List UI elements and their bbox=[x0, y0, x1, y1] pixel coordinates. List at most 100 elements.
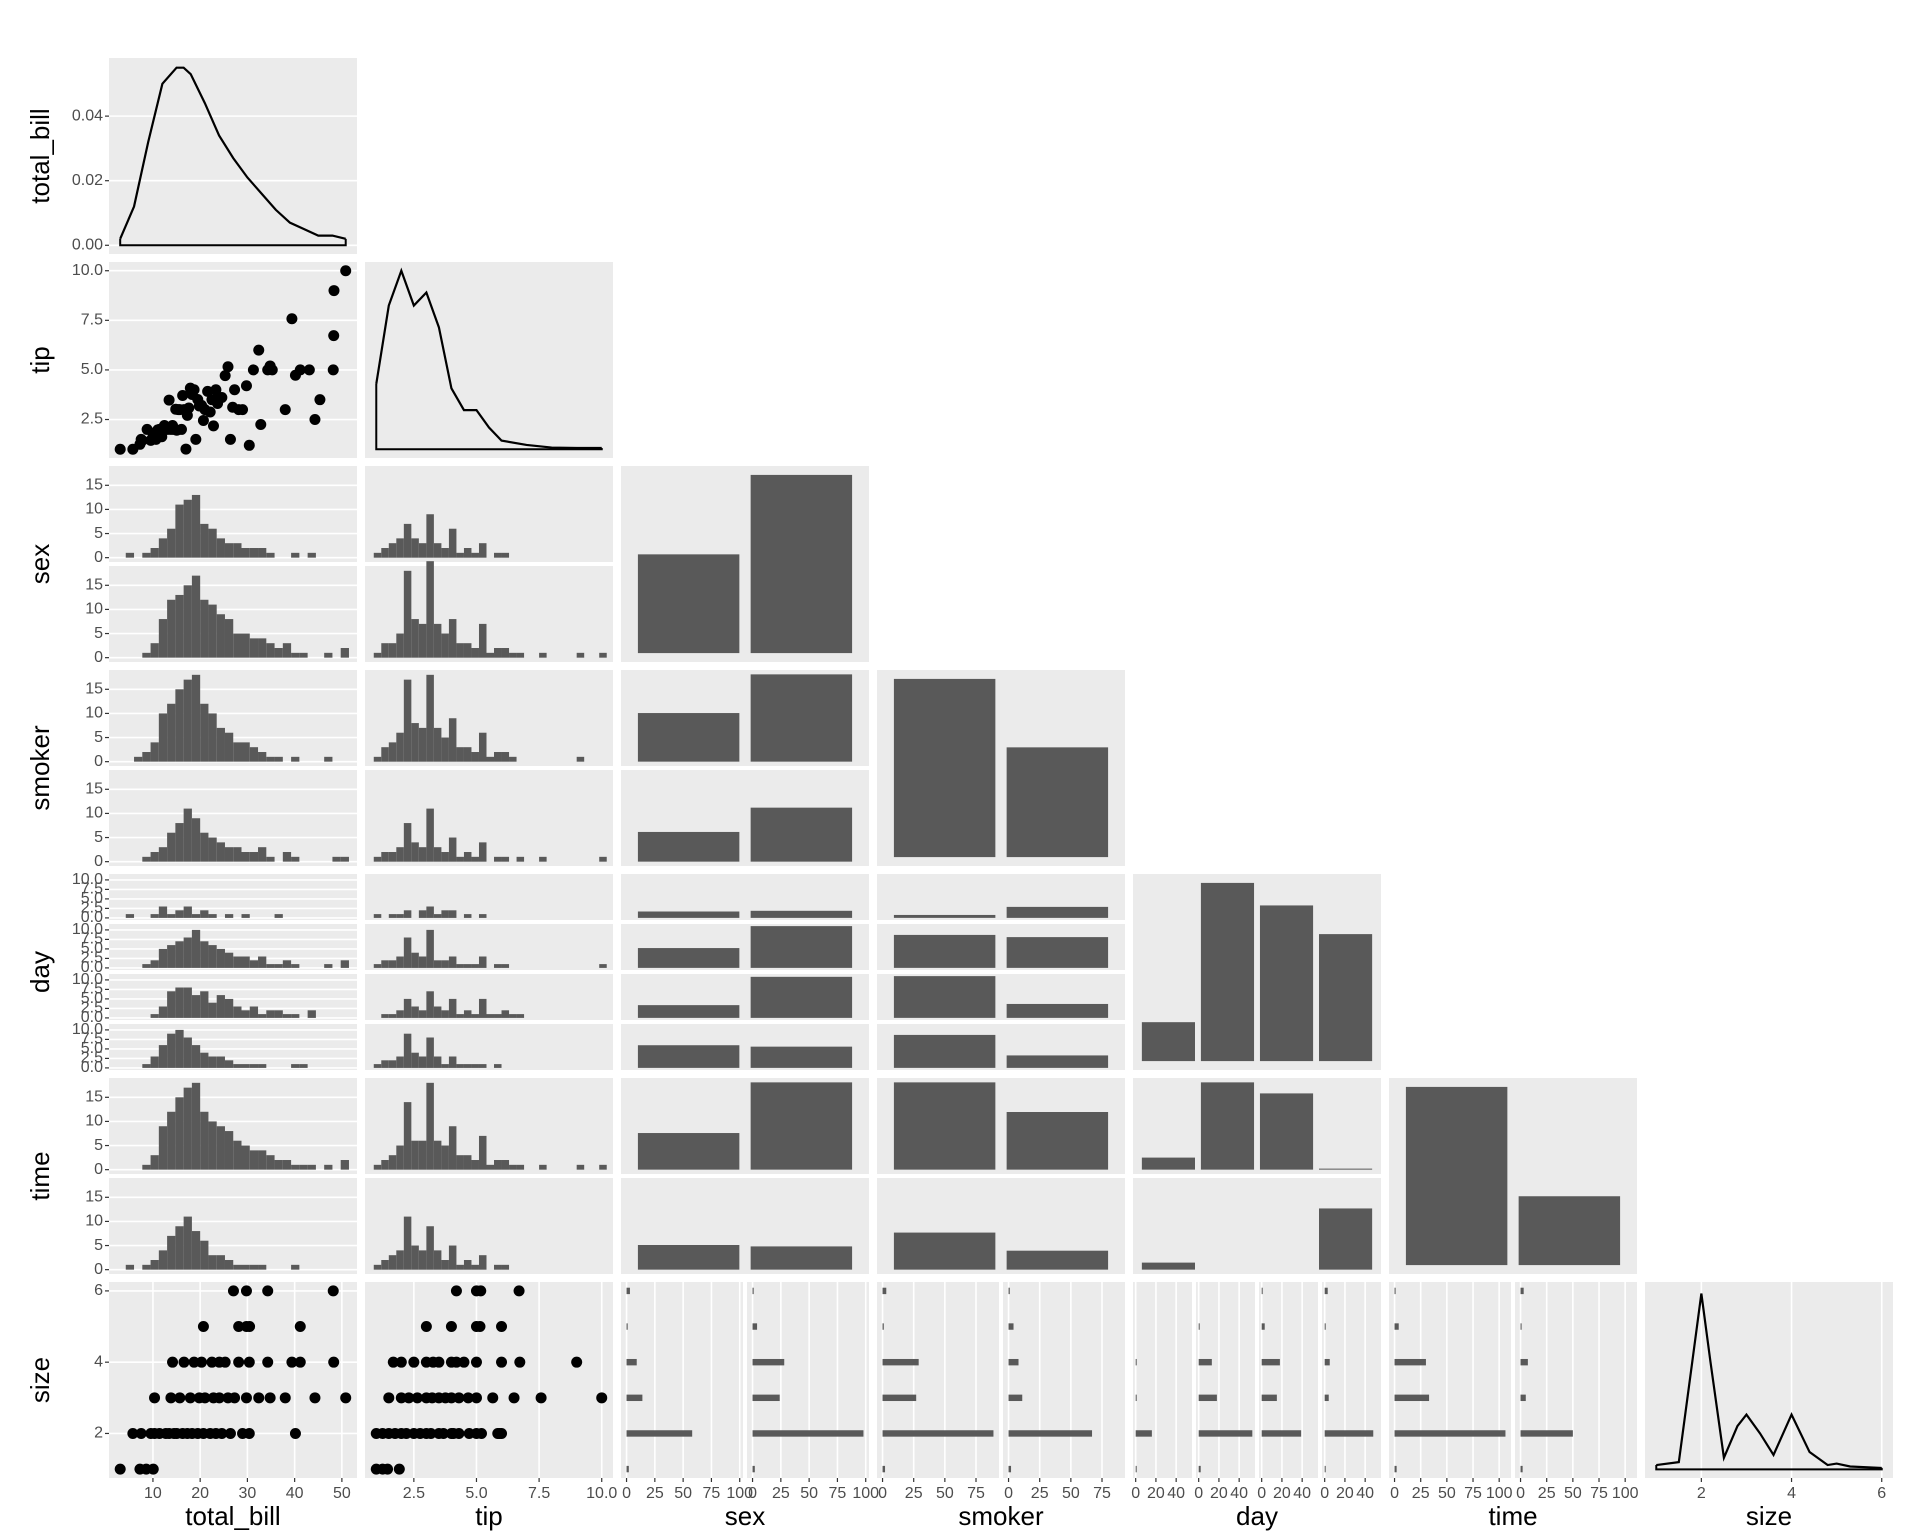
histogram-bar bbox=[373, 856, 382, 862]
x-tick-label: 100 bbox=[1612, 1485, 1639, 1502]
histogram-bar bbox=[501, 1010, 510, 1018]
histogram-bar bbox=[471, 1014, 479, 1018]
bar bbox=[893, 914, 996, 918]
histogram-bar bbox=[426, 1226, 434, 1270]
bar bbox=[750, 1046, 853, 1068]
point bbox=[167, 1356, 179, 1368]
histogram-bar bbox=[396, 633, 404, 658]
point bbox=[188, 384, 200, 396]
histogram-bar bbox=[448, 956, 457, 968]
histogram-bar bbox=[183, 1037, 192, 1068]
histogram-bar bbox=[486, 652, 495, 658]
histogram-bar bbox=[381, 1014, 389, 1018]
x-tick-label: 20 bbox=[191, 1485, 209, 1502]
histogram-bar bbox=[258, 548, 267, 558]
histogram-bar bbox=[433, 623, 442, 658]
point bbox=[207, 420, 219, 432]
histogram-bar bbox=[175, 823, 184, 862]
point bbox=[327, 1285, 339, 1297]
x-tick-label: 25 bbox=[1031, 1485, 1049, 1502]
histogram-bar bbox=[501, 1264, 510, 1270]
panel-background bbox=[1259, 1282, 1318, 1478]
point bbox=[470, 1356, 482, 1368]
histogram-bar bbox=[208, 1121, 217, 1170]
histogram-bar bbox=[158, 619, 168, 658]
histogram-bar bbox=[494, 752, 502, 762]
bar bbox=[1008, 1323, 1014, 1330]
column-title: sex bbox=[725, 1501, 765, 1531]
bar bbox=[750, 910, 853, 918]
point bbox=[127, 1427, 139, 1439]
histogram-bar bbox=[426, 1082, 434, 1170]
histogram-bar bbox=[388, 914, 397, 918]
histogram-bar bbox=[258, 752, 267, 762]
row-title: tip bbox=[25, 346, 55, 373]
histogram-bar bbox=[216, 538, 225, 558]
bar bbox=[893, 1034, 996, 1068]
bar bbox=[626, 1358, 637, 1366]
histogram-bar bbox=[249, 852, 259, 862]
bar bbox=[637, 1133, 740, 1170]
histogram-bar bbox=[509, 756, 517, 762]
x-tick-label: 2.5 bbox=[403, 1485, 425, 1502]
histogram-bar bbox=[388, 1014, 397, 1018]
histogram-bar bbox=[471, 1264, 479, 1270]
bar bbox=[1259, 1093, 1314, 1170]
y-tick-label: 4 bbox=[94, 1353, 103, 1370]
histogram-bar bbox=[233, 742, 242, 762]
x-tick-label: 0 bbox=[1004, 1485, 1013, 1502]
bar bbox=[637, 1005, 740, 1018]
histogram-bar bbox=[167, 1235, 176, 1270]
histogram-bar bbox=[266, 643, 275, 658]
histogram-bar bbox=[282, 1014, 292, 1018]
point bbox=[266, 364, 278, 376]
y-tick-label: 7.5 bbox=[81, 312, 103, 329]
x-tick-label: 5.0 bbox=[465, 1485, 487, 1502]
histogram-bar bbox=[291, 964, 300, 968]
histogram-bar bbox=[486, 756, 495, 762]
y-tick-label: 10 bbox=[85, 805, 103, 822]
histogram-bar bbox=[142, 1164, 151, 1170]
point bbox=[303, 364, 315, 376]
histogram-bar bbox=[441, 633, 449, 658]
histogram-bar bbox=[463, 914, 472, 918]
histogram-bar bbox=[258, 956, 267, 968]
point bbox=[229, 1392, 241, 1404]
histogram-bar bbox=[241, 1264, 250, 1270]
histogram-bar bbox=[388, 543, 397, 558]
point bbox=[445, 1321, 457, 1333]
histogram-bar bbox=[208, 914, 217, 918]
histogram-bar bbox=[576, 756, 585, 762]
histogram-bar bbox=[291, 1064, 300, 1068]
panel-background bbox=[1645, 1282, 1893, 1478]
histogram-bar bbox=[158, 906, 168, 918]
histogram-bar bbox=[396, 538, 404, 558]
point bbox=[487, 1392, 499, 1404]
histogram-bar bbox=[501, 1160, 510, 1170]
bar bbox=[626, 1465, 629, 1473]
y-tick-label: 5 bbox=[94, 729, 103, 746]
y-tick-label: 2.5 bbox=[81, 900, 103, 917]
point bbox=[227, 1285, 239, 1297]
y-tick-label: 0 bbox=[94, 549, 103, 566]
histogram-bar bbox=[299, 1164, 308, 1170]
point bbox=[458, 1356, 470, 1368]
x-tick-label: 40 bbox=[1230, 1485, 1248, 1502]
histogram-bar bbox=[396, 732, 404, 762]
histogram-bar bbox=[167, 1033, 176, 1068]
histogram-bar bbox=[403, 910, 412, 918]
point bbox=[224, 1427, 236, 1439]
x-tick-label: 10 bbox=[144, 1485, 162, 1502]
histogram-bar bbox=[208, 837, 217, 862]
point bbox=[180, 443, 192, 455]
point bbox=[243, 439, 255, 451]
histogram-bar bbox=[381, 1160, 389, 1170]
panel-background bbox=[365, 1282, 613, 1478]
histogram-bar bbox=[233, 543, 242, 558]
histogram-bar bbox=[509, 1164, 517, 1170]
histogram-bar bbox=[150, 852, 159, 862]
histogram-bar bbox=[158, 713, 168, 762]
histogram-bar bbox=[274, 914, 283, 918]
histogram-bar bbox=[208, 528, 217, 558]
